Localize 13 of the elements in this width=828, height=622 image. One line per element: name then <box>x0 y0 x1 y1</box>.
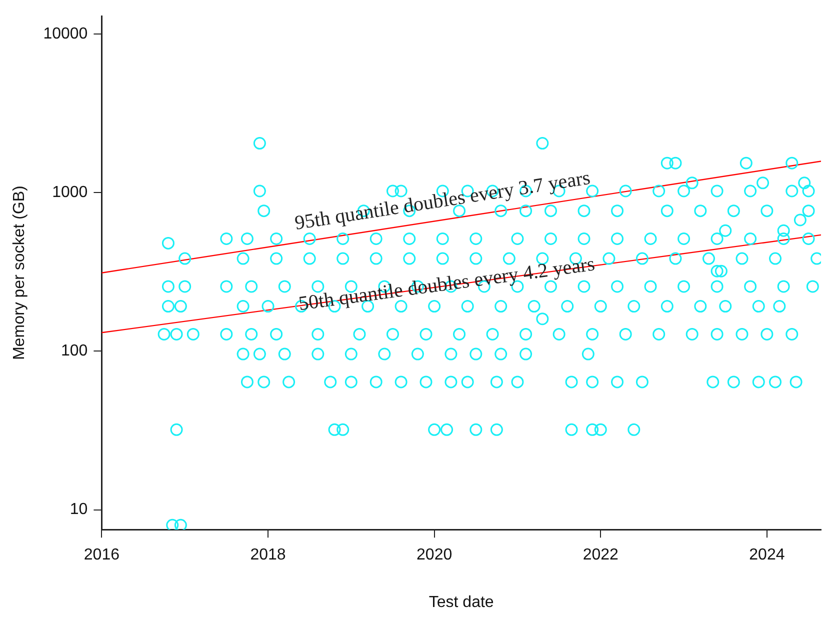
x-tick-label: 2016 <box>84 546 120 564</box>
y-tick-label: 10 <box>70 501 88 518</box>
y-tick-label: 10000 <box>43 25 88 42</box>
x-axis-title: Test date <box>428 594 494 611</box>
x-tick-label: 2022 <box>582 546 619 564</box>
y-tick-label: 1000 <box>52 184 88 202</box>
x-tick-label: 2018 <box>250 546 286 564</box>
y-axis-title: Memory per socket (GB) <box>11 186 28 360</box>
annotation: 50th quantile doubles every 4.2 years <box>297 253 596 316</box>
annotation: 95th quantile doubles every 3.7 years <box>293 166 592 234</box>
x-tick-label: 2020 <box>416 546 452 564</box>
y-tick-label: 100 <box>60 342 88 360</box>
x-tick-label: 2024 <box>749 546 785 564</box>
